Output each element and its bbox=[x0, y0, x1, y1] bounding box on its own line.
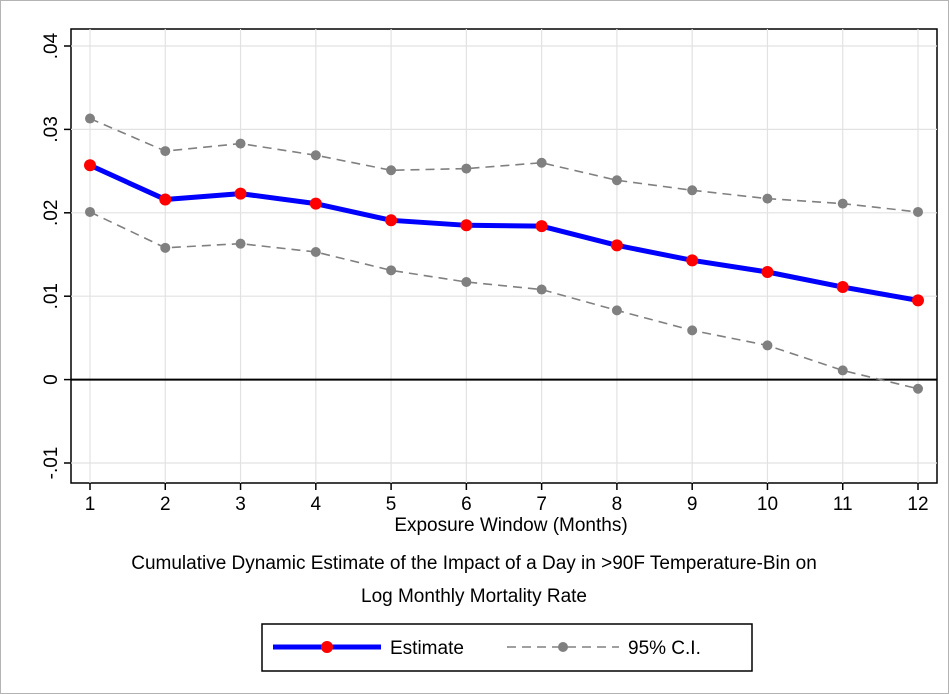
legend-item-estimate: Estimate bbox=[273, 638, 464, 659]
series-point-ci-upper-5 bbox=[386, 165, 397, 176]
series-point-estimate-11 bbox=[836, 281, 849, 294]
series-point-ci-upper-2 bbox=[160, 146, 171, 157]
series-point-ci-upper-4 bbox=[310, 150, 321, 161]
series-point-ci-lower-7 bbox=[536, 284, 547, 295]
y-axis-ticks: -.01 0 .01 .02 .03 .04 bbox=[41, 32, 71, 479]
series-point-ci-upper-1 bbox=[85, 113, 95, 124]
y-tick-label-5: .04 bbox=[41, 32, 62, 59]
series-point-estimate-9 bbox=[686, 254, 699, 267]
x-tick-label-0: 1 bbox=[85, 494, 96, 515]
x-tick-label-4: 5 bbox=[386, 494, 397, 515]
y-tick-label-3: .02 bbox=[41, 200, 62, 226]
series-point-ci-lower-10 bbox=[762, 340, 773, 351]
series-point-estimate-4 bbox=[309, 197, 322, 210]
series-point-ci-lower-8 bbox=[611, 305, 622, 316]
series-point-ci-lower-5 bbox=[386, 265, 397, 276]
x-tick-label-3: 4 bbox=[311, 494, 322, 515]
series-point-ci-upper-11 bbox=[837, 198, 848, 209]
series-point-estimate-7 bbox=[535, 220, 548, 233]
y-tick-label-0: -.01 bbox=[41, 447, 62, 480]
legend: Estimate 95% C.I. bbox=[261, 623, 753, 672]
series-point-ci-upper-8 bbox=[611, 175, 622, 186]
x-tick-label-1: 2 bbox=[160, 494, 171, 515]
series-point-estimate-6 bbox=[460, 219, 473, 232]
legend-estimate-marker-swatch bbox=[321, 641, 333, 653]
series-point-ci-lower-4 bbox=[310, 246, 321, 257]
plot-frame bbox=[70, 28, 938, 484]
series-point-ci-lower-6 bbox=[461, 277, 472, 288]
series-point-ci-upper-6 bbox=[461, 163, 472, 174]
x-tick-label-8: 9 bbox=[687, 494, 698, 515]
legend-item-confidence-interval: 95% C.I. bbox=[507, 638, 701, 659]
x-tick-label-2: 3 bbox=[235, 494, 246, 515]
series-point-estimate-8 bbox=[610, 239, 623, 252]
y-tick-label-4: .03 bbox=[41, 116, 62, 142]
legend-estimate-label: Estimate bbox=[390, 638, 464, 659]
series-point-ci-lower-9 bbox=[687, 325, 698, 336]
series-point-ci-lower-2 bbox=[160, 242, 171, 253]
series-point-ci-upper-9 bbox=[687, 185, 698, 196]
series-point-ci-lower-11 bbox=[837, 365, 848, 376]
series-point-ci-upper-7 bbox=[536, 157, 547, 168]
legend-ci-label: 95% C.I. bbox=[628, 638, 701, 659]
series-point-ci-upper-12 bbox=[913, 206, 923, 217]
x-tick-label-5: 6 bbox=[461, 494, 472, 515]
series-point-estimate-1 bbox=[84, 159, 96, 172]
x-tick-label-7: 8 bbox=[612, 494, 623, 515]
x-tick-label-9: 10 bbox=[757, 494, 778, 515]
series-point-estimate-12 bbox=[912, 294, 924, 307]
chart-note-line-1: Cumulative Dynamic Estimate of the Impac… bbox=[131, 553, 817, 574]
series-point-ci-upper-10 bbox=[762, 193, 773, 204]
series-point-ci-lower-1 bbox=[85, 206, 95, 217]
x-axis-title: Exposure Window (Months) bbox=[394, 515, 627, 536]
series-line-estimate bbox=[88, 162, 919, 303]
series-point-estimate-2 bbox=[159, 193, 172, 206]
x-tick-label-10: 11 bbox=[833, 494, 853, 515]
series-point-ci-lower-3 bbox=[235, 238, 246, 249]
series-point-ci-lower-12 bbox=[913, 383, 923, 394]
series-layer bbox=[84, 113, 924, 394]
series-point-ci-upper-3 bbox=[235, 138, 246, 149]
x-tick-label-6: 7 bbox=[536, 494, 547, 515]
series-line-ci-lower bbox=[89, 211, 919, 390]
series-point-estimate-5 bbox=[385, 214, 398, 227]
y-tick-label-1: 0 bbox=[41, 374, 62, 385]
y-tick-label-2: .01 bbox=[41, 283, 62, 309]
gridlines bbox=[71, 29, 937, 483]
series-point-estimate-3 bbox=[234, 187, 247, 200]
series-line-ci-upper bbox=[89, 117, 919, 213]
series-point-estimate-10 bbox=[761, 266, 774, 279]
chart-note-line-2: Log Monthly Mortality Rate bbox=[361, 586, 587, 607]
legend-ci-marker-swatch bbox=[558, 642, 568, 652]
plot-region: -.010.01.02.03.04 1 2 3 4 5 6 7 8 9 10 11 12 bbox=[41, 28, 938, 515]
x-axis-ticks: 1 2 3 4 5 6 7 8 9 10 11 12 bbox=[85, 483, 929, 515]
x-tick-label-11: 12 bbox=[907, 494, 928, 515]
